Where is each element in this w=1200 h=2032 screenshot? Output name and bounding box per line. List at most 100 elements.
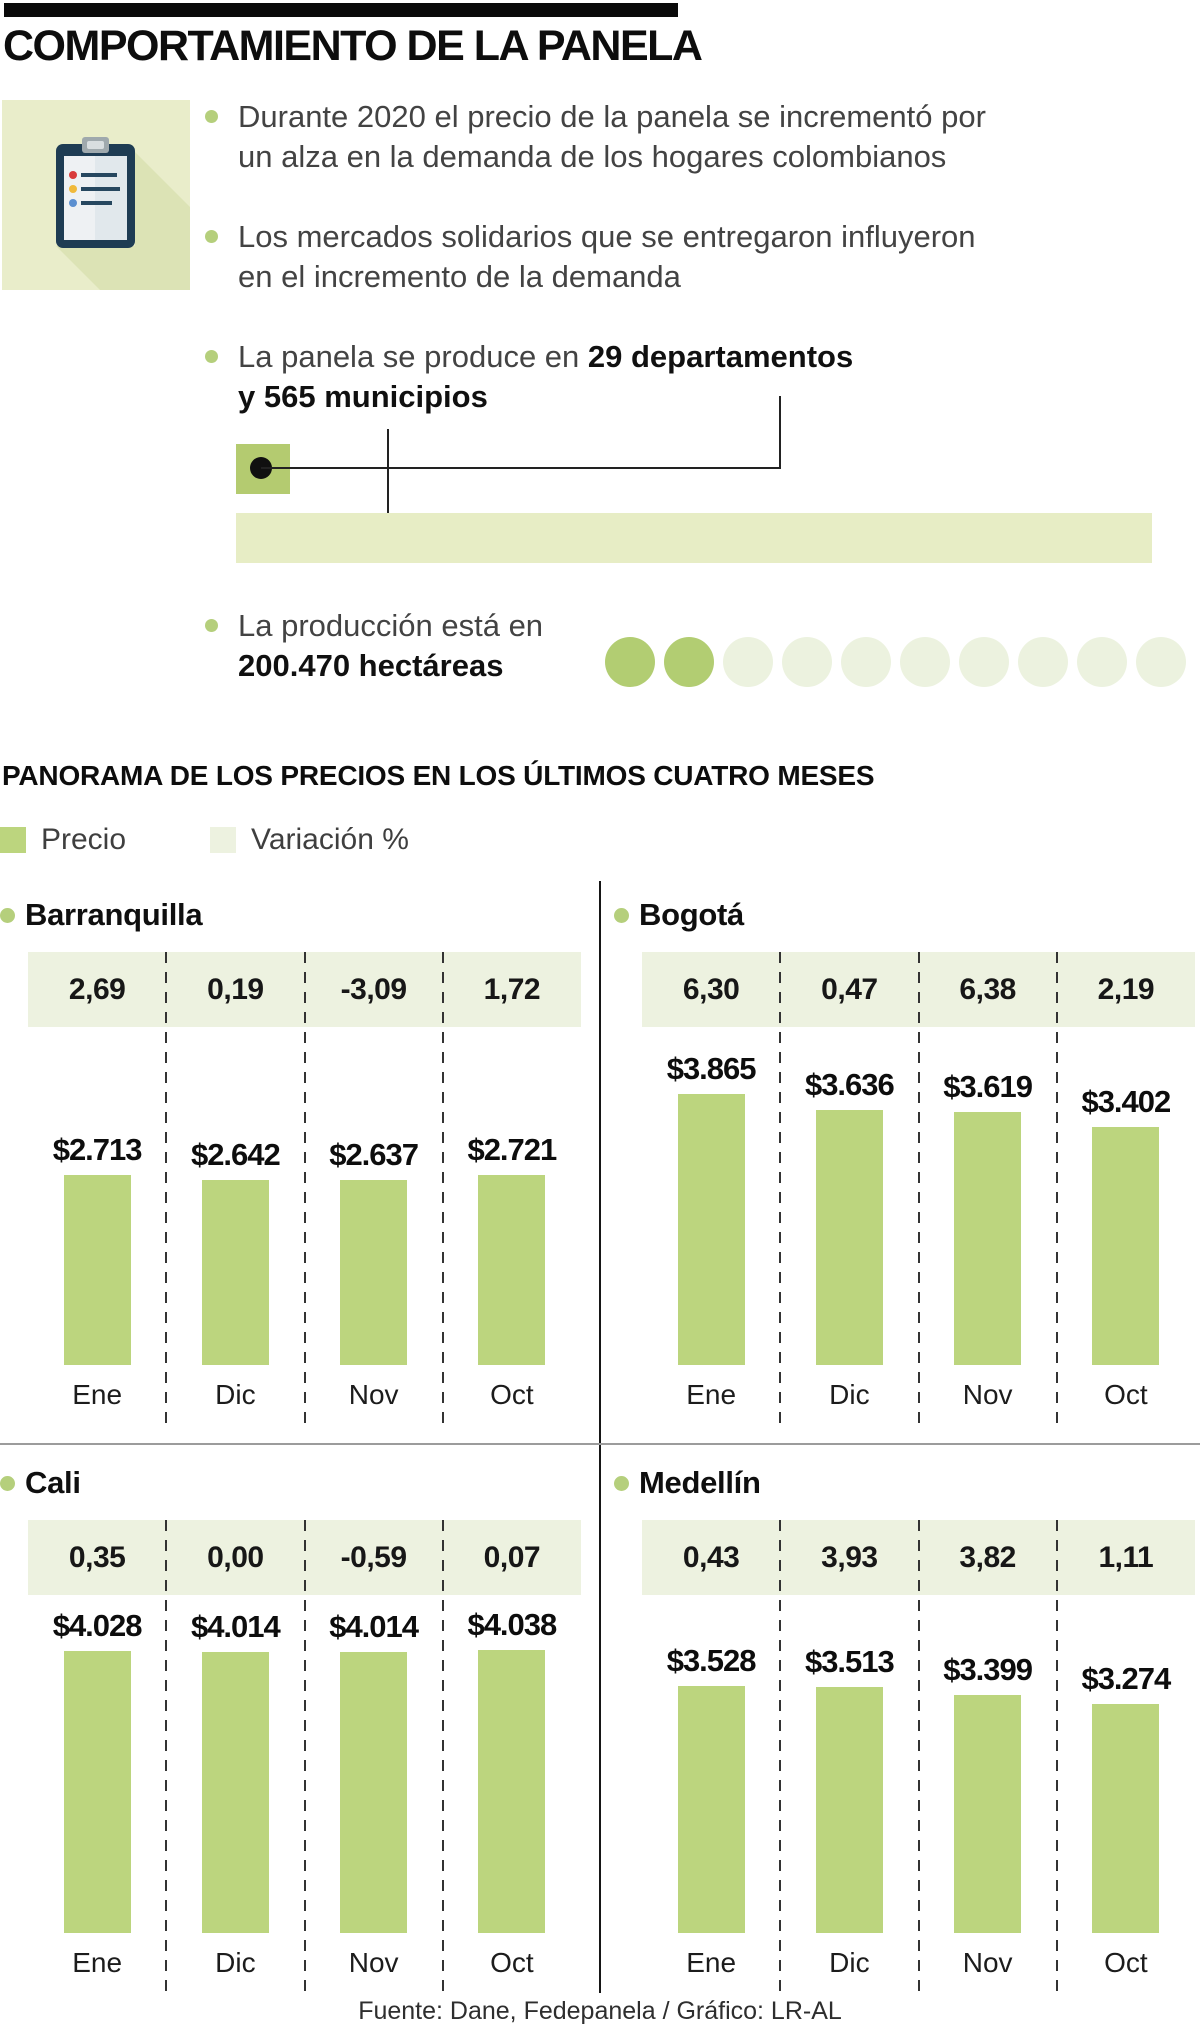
grid-horizontal-divider: [0, 1443, 1200, 1445]
hectares-circle-empty: [1018, 637, 1068, 687]
bullet-text: Durante 2020 el precio de la panela se i…: [238, 99, 986, 174]
chart-column: -3,09 $2.637 Nov: [305, 952, 445, 1429]
price-bar: [815, 1110, 883, 1365]
variation-value: 3,93: [821, 1541, 878, 1574]
price-bar: [478, 1650, 546, 1933]
chart-column: 0,00 $4.014 Dic: [166, 1520, 306, 1997]
month-label: Nov: [348, 1379, 399, 1410]
variation-value: 0,47: [821, 973, 878, 1006]
price-bar: [63, 1175, 131, 1365]
price-bar: [815, 1687, 883, 1933]
bullet-dot-icon: [205, 619, 218, 632]
bullet-text: La producción está en 200.470 hectáreas: [238, 608, 544, 683]
chart-column: 0,47 $3.636 Dic: [780, 952, 920, 1429]
hectares-circle-empty: [782, 637, 832, 687]
month-label: Nov: [348, 1947, 399, 1978]
bar-area: $2.637: [305, 1027, 443, 1365]
grid-vertical-divider: [599, 881, 601, 1993]
month-label: Ene: [72, 1947, 123, 1978]
hectares-circle-filled: [605, 637, 655, 687]
chart-column: 2,19 $3.402 Oct: [1057, 952, 1195, 1429]
chart-column: 3,93 $3.513 Dic: [780, 1520, 920, 1997]
variation-value: 3,82: [959, 1541, 1016, 1574]
bar-area: $3.513: [780, 1595, 918, 1933]
bullet-text: Los mercados solidarios que se entregaro…: [238, 219, 976, 294]
variation-value: 1,11: [1098, 1541, 1154, 1574]
price-bar: [677, 1686, 745, 1933]
chart-column: 1,72 $2.721 Oct: [443, 952, 581, 1429]
city-bullet-icon: [614, 1475, 629, 1491]
city-bullet-icon: [0, 907, 15, 923]
price-bar: [954, 1695, 1022, 1933]
price-label: $4.028: [52, 1608, 143, 1643]
section-title: PANORAMA DE LOS PRECIOS EN LOS ÚLTIMOS C…: [2, 760, 875, 791]
bar-area: $4.028: [28, 1595, 166, 1933]
bar-area: $3.636: [780, 1027, 918, 1365]
hectares-circle-empty: [959, 637, 1009, 687]
bullet-dot-icon: [205, 350, 218, 363]
chart-header: Medellín: [614, 1463, 1195, 1503]
hectares-circle-empty: [723, 637, 773, 687]
variation-value: -3,09: [340, 973, 407, 1006]
price-label: $2.721: [467, 1132, 557, 1167]
chart-header: Bogotá: [614, 895, 1195, 935]
chart-columns: 0,43 $3.528 Ene 3,93 $3.513 Dic 3,82 $3.399 Nov 1…: [642, 1520, 1195, 1997]
production-area-band: [236, 513, 1152, 563]
clipboard-icon: [2, 100, 190, 290]
connector-line: [387, 429, 389, 542]
price-label: $3.402: [1081, 1084, 1171, 1119]
chart-cali: Cali 0,35 $4.028 Ene 0,00 $4.014 Dic -0,59 $4.0…: [0, 1463, 581, 1997]
legend-swatch-precio: [0, 827, 26, 853]
price-label: $3.528: [666, 1643, 757, 1678]
price-label: $3.399: [943, 1652, 1033, 1687]
chart-legend: Precio Variación %: [0, 823, 409, 857]
month-label: Ene: [72, 1379, 123, 1410]
hectares-circle-empty: [1136, 637, 1186, 687]
price-bar: [340, 1652, 408, 1933]
price-bar: [201, 1652, 269, 1933]
price-bar: [340, 1180, 408, 1365]
clipboard-icon-svg: [2, 100, 190, 290]
price-label: $2.642: [190, 1137, 281, 1172]
month-label: Oct: [1104, 1379, 1148, 1410]
chart-medellin: Medellín 0,43 $3.528 Ene 3,93 $3.513 Dic 3,82 $…: [614, 1463, 1195, 1997]
source-credit: Fuente: Dane, Fedepanela / Gráfico: LR-A…: [358, 1997, 842, 2025]
bar-area: $4.038: [443, 1595, 581, 1933]
bar-area: $4.014: [305, 1595, 443, 1933]
city-title: Cali: [25, 1465, 81, 1500]
legend-swatch-variacion: [210, 827, 237, 853]
chart-columns: 0,35 $4.028 Ene 0,00 $4.014 Dic -0,59 $4.014 Nov…: [28, 1520, 581, 1997]
variation-value: 0,00: [207, 1541, 264, 1574]
month-label: Dic: [215, 1379, 256, 1410]
connector-line: [779, 396, 781, 469]
bullet-production-hectares: La producción está en 200.470 hectáreas: [205, 606, 543, 686]
bar-area: $2.642: [166, 1027, 304, 1365]
bar-area: $3.528: [642, 1595, 780, 1933]
month-label: Oct: [1104, 1947, 1148, 1978]
bar-area: $3.619: [919, 1027, 1057, 1365]
city-title: Barranquilla: [25, 897, 203, 932]
hectares-circle-empty: [900, 637, 950, 687]
variation-value: 1,72: [483, 973, 541, 1006]
chart-column: 0,19 $2.642 Dic: [166, 952, 306, 1429]
chart-column: 3,82 $3.399 Nov: [919, 1520, 1059, 1997]
hectares-circles-row: [605, 637, 1186, 687]
chart-columns: 6,30 $3.865 Ene 0,47 $3.636 Dic 6,38 $3.619 Nov 2…: [642, 952, 1195, 1429]
city-bullet-icon: [614, 907, 629, 923]
price-label: $4.038: [467, 1607, 557, 1642]
bar-area: $3.274: [1057, 1595, 1195, 1933]
chart-columns: 2,69 $2.713 Ene 0,19 $2.642 Dic -3,09 $2.637 Nov…: [28, 952, 581, 1429]
variation-value: 0,07: [483, 1541, 541, 1574]
bar-area: $3.865: [642, 1027, 780, 1365]
month-label: Dic: [829, 1947, 870, 1978]
bullet-solidarity-markets: Los mercados solidarios que se entregaro…: [205, 217, 976, 297]
variation-value: -0,59: [340, 1541, 407, 1574]
chart-column: 1,11 $3.274 Oct: [1057, 1520, 1195, 1997]
month-label: Nov: [962, 1947, 1013, 1978]
price-bar: [1092, 1704, 1160, 1933]
variation-value: 2,69: [68, 973, 126, 1006]
price-bar: [478, 1175, 546, 1365]
price-bar: [954, 1112, 1022, 1365]
price-label: $4.014: [190, 1609, 281, 1644]
chart-column: 6,38 $3.619 Nov: [919, 952, 1059, 1429]
